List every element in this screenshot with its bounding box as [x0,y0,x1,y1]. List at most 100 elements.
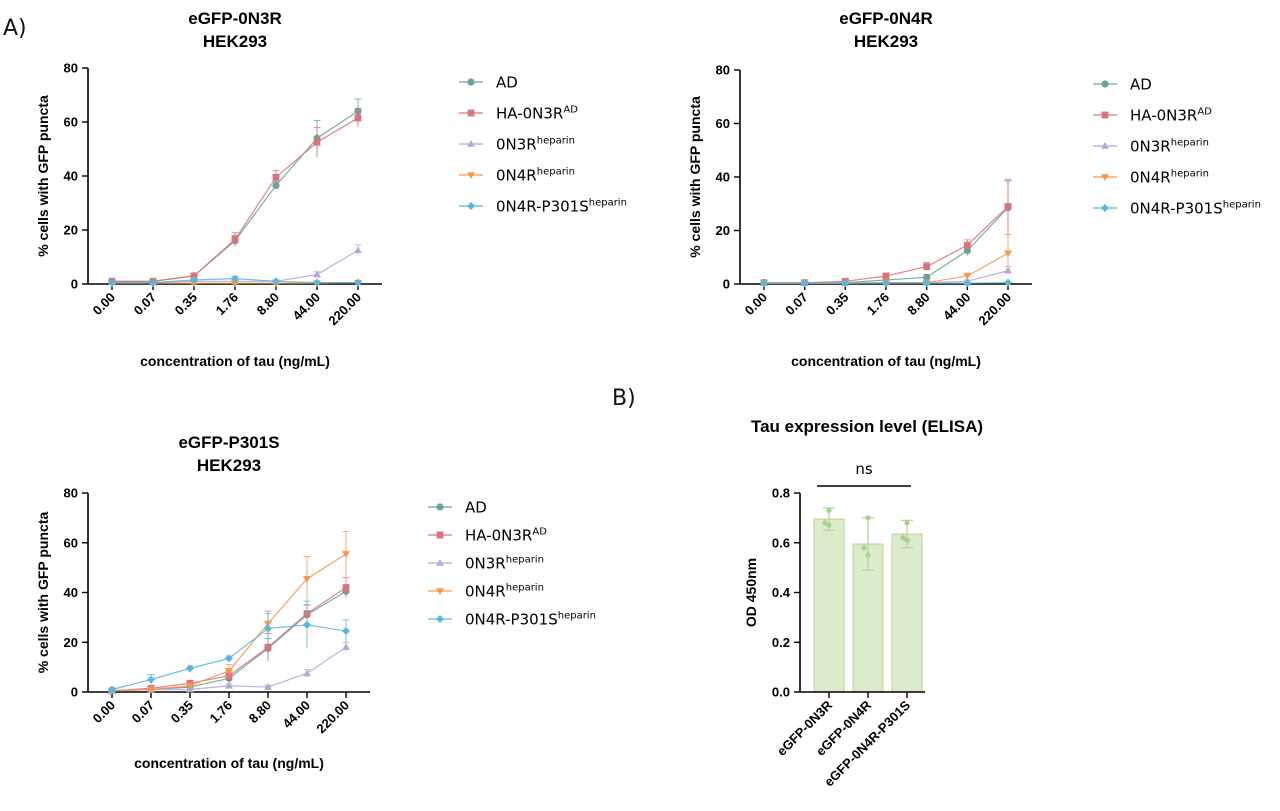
legend-marker [436,503,444,511]
series-2 [760,179,1012,287]
x-tick-label: 0.00 [90,698,119,727]
series-line [764,207,1009,284]
y-axis-title: % cells with GFP puncta [687,96,703,258]
x-tick-label: 0.35 [823,290,852,319]
replicate-point [826,522,832,528]
x-tick-label: 8.80 [254,290,283,319]
data-point [923,263,931,271]
data-point [1004,250,1012,258]
legend-label: 0N4Rheparin [1130,169,1209,187]
data-point [354,278,362,287]
series-line [112,117,359,282]
x-axis-title: concentration of tau (ng/mL) [140,353,330,369]
y-tick-label: 20 [64,223,78,238]
data-point [922,279,931,288]
legend-marker [436,615,444,623]
chart-subtitle: HEK293 [197,456,261,475]
series-line [112,110,359,282]
legend-label: AD [465,499,487,517]
legend-marker [467,78,475,86]
data-point [342,643,350,651]
series-4 [108,531,350,695]
bar [891,533,923,693]
chart-title: eGFP-P301S [178,433,279,452]
legend-label: 0N4Rheparin [465,583,544,601]
series-line [764,205,1009,284]
data-point [147,675,155,684]
y-tick-label: 0.0 [772,685,790,700]
y-tick-label: 0 [71,277,78,292]
line-chart-2: eGFP-0N4R HEK293 0 20 40 60 80 0.00 0.07 0.35 1.76… [687,9,1261,369]
legend-label: 0N4R-P301Sheparin [1130,200,1261,218]
data-point [1004,278,1012,287]
legend-marker [1101,111,1109,119]
x-tick-label: 44.00 [280,698,314,732]
replicate-point [904,520,910,526]
legend-marker [436,559,444,566]
y-tick-label: 40 [64,169,78,184]
x-tick-label: 220.00 [313,698,352,737]
x-axis-title: concentration of tau (ng/mL) [791,353,981,369]
y-tick-label: 0.8 [772,486,790,501]
data-point [264,683,272,690]
y-tick-label: 60 [64,535,78,550]
line-chart-1: eGFP-0N3R HEK293 0 20 40 60 80 0.00 0.07 0.35 1.76… [35,9,627,369]
bar-chart: Tau expression level (ELISA)eGFP-0N3ReGF… [743,417,983,789]
replicate-point [904,537,910,543]
legend-label: AD [496,74,518,92]
x-tick-label: 0.35 [172,290,201,319]
data-point [963,273,972,280]
x-axis-title: concentration of tau (ng/mL) [134,755,324,771]
legend-label: 0N4Rheparin [496,167,575,185]
legend: AD HA-0N3RAD 0N3Rheparin 0N4Rheparin 0N4R-P3… [1093,76,1261,218]
series-5 [108,274,362,287]
data-point [186,664,194,673]
legend-label: 0N3Rheparin [1130,138,1209,156]
x-tick-label: 0.00 [742,290,771,319]
data-point [342,584,350,591]
y-tick-label: 60 [64,115,78,130]
data-point [231,236,239,243]
data-point [272,173,280,181]
chart-title: Tau expression level (ELISA) [751,417,983,436]
data-point [108,278,116,287]
series-2 [108,108,362,285]
y-tick-label: 20 [64,635,78,650]
legend: AD HA-0N3RAD 0N3Rheparin 0N4Rheparin 0N4R-P3… [428,499,596,629]
y-axis-title: % cells with GFP puncta [35,512,51,674]
data-point [231,274,239,283]
legend-marker [467,202,475,210]
data-point [108,685,116,694]
significance-label: ns [855,460,873,478]
y-tick-label: 0 [71,685,78,700]
data-point [225,668,233,675]
legend-label: 0N4R-P301Sheparin [465,611,596,629]
data-point [272,277,280,286]
data-point [882,272,890,280]
data-point [354,114,362,122]
data-point [342,627,350,636]
data-point [264,624,272,633]
y-tick-label: 0.6 [772,535,790,550]
data-point [147,686,155,694]
legend-label: HA-0N3RAD [465,527,547,545]
x-tick-label: 0.00 [90,290,119,319]
data-point [1004,203,1012,210]
legend-label: 0N3Rheparin [465,555,544,573]
x-tick-label: 220.00 [975,290,1014,329]
data-point [190,272,198,280]
chart-subtitle: HEK293 [203,32,267,51]
x-tick-label: 0.07 [131,290,160,319]
legend-label: 0N4R-P301Sheparin [496,198,627,216]
legend-label: 0N3Rheparin [496,136,575,154]
legend-label: HA-0N3RAD [496,105,578,123]
data-point [923,273,931,281]
data-point [963,279,972,288]
data-point [272,181,280,190]
data-point [264,643,272,651]
chart-title: eGFP-0N3R [188,9,282,28]
legend-label: AD [1130,76,1152,94]
replicate-point [865,552,871,558]
panel-label-b: B) [612,386,636,411]
